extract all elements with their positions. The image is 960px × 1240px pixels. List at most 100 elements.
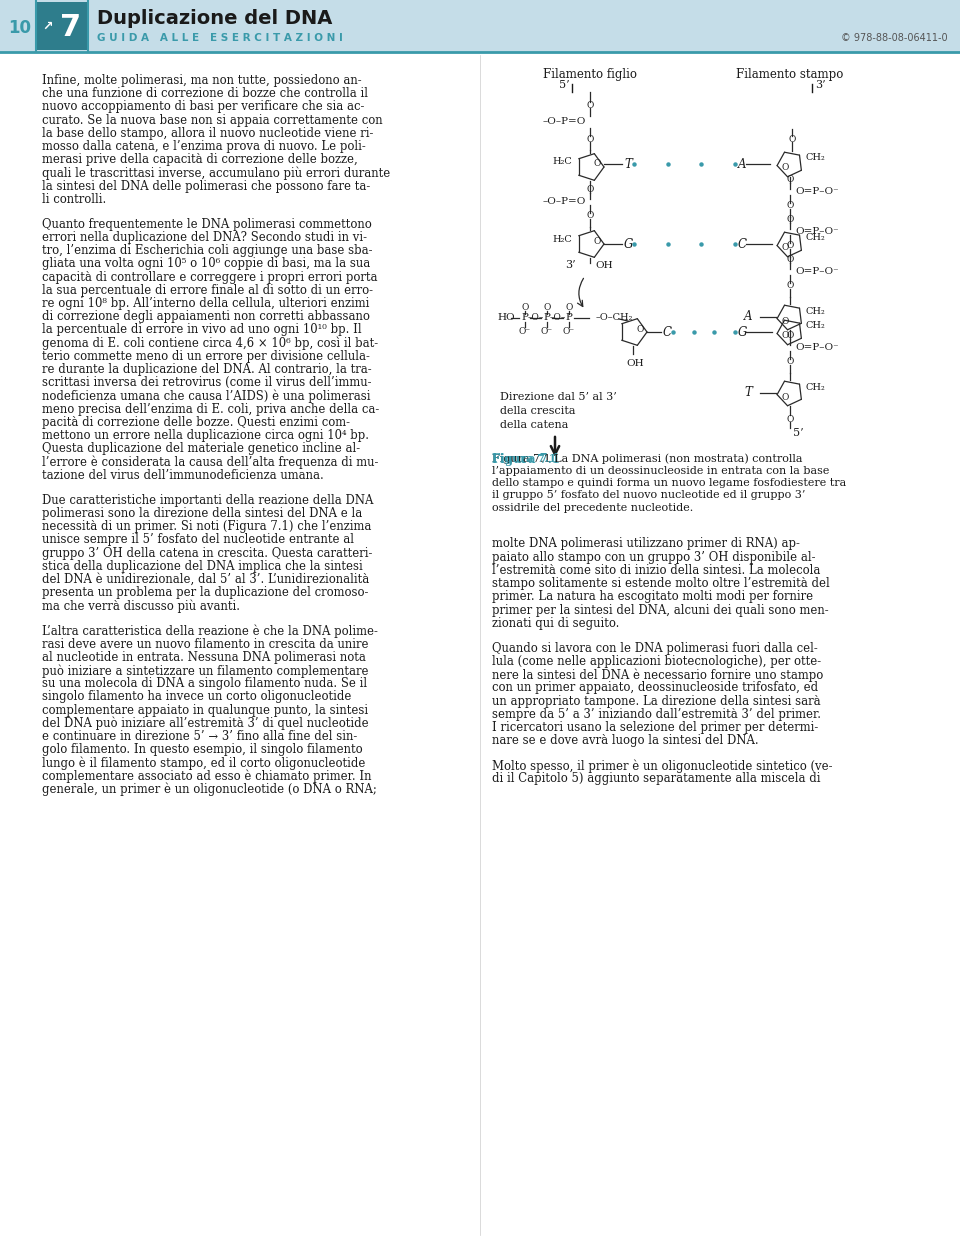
Text: Quando si lavora con le DNA polimerasi fuori dalla cel-: Quando si lavora con le DNA polimerasi f…: [492, 642, 818, 655]
Text: golo filamento. In questo esempio, il singolo filamento: golo filamento. In questo esempio, il si…: [42, 743, 363, 756]
Text: –O–: –O–: [528, 312, 544, 321]
Text: polimerasi sono la direzione della sintesi del DNA e la: polimerasi sono la direzione della sinte…: [42, 507, 362, 520]
Text: –O–P=O: –O–P=O: [542, 117, 586, 125]
Text: H₂C: H₂C: [552, 234, 572, 243]
Bar: [36, 2, 88, 50]
Text: Figura 7.1: Figura 7.1: [492, 453, 560, 466]
Text: Filamento figlio: Filamento figlio: [543, 68, 637, 81]
Text: merasi prive della capacità di correzione delle bozze,: merasi prive della capacità di correzion…: [42, 154, 358, 166]
Text: OH: OH: [626, 360, 644, 368]
Text: Molto spesso, il primer è un oligonucleotide sintetico (ve-: Molto spesso, il primer è un oligonucleo…: [492, 759, 832, 773]
Text: A: A: [743, 310, 752, 324]
Text: capacità di controllare e correggere i propri errori porta: capacità di controllare e correggere i p…: [42, 270, 377, 284]
Text: P: P: [565, 314, 572, 322]
Text: O=P–O⁻: O=P–O⁻: [795, 342, 839, 351]
Text: G U I D A   A L L E   E S E R C I T A Z I O N I: G U I D A A L L E E S E R C I T A Z I O …: [97, 33, 343, 43]
Text: al nucleotide in entrata. Nessuna DNA polimerasi nota: al nucleotide in entrata. Nessuna DNA po…: [42, 651, 366, 663]
Text: la sua percentuale di errore finale al di sotto di un erro-: la sua percentuale di errore finale al d…: [42, 284, 373, 296]
Text: primer per la sintesi del DNA, alcuni dei quali sono men-: primer per la sintesi del DNA, alcuni de…: [492, 604, 828, 616]
Text: O=P–O⁻: O=P–O⁻: [795, 186, 839, 196]
Text: O=P–O⁻: O=P–O⁻: [795, 267, 839, 275]
Text: può iniziare a sintetizzare un filamento complementare: può iniziare a sintetizzare un filamento…: [42, 665, 369, 677]
Text: nere la sintesi del DNA è necessario fornire uno stampo: nere la sintesi del DNA è necessario for…: [492, 668, 824, 682]
Text: O: O: [781, 393, 789, 402]
Text: O: O: [786, 242, 794, 250]
Text: –O–P=O: –O–P=O: [542, 196, 586, 206]
Text: Figura 7.1 La DNA polimerasi (non mostrata) controlla: Figura 7.1 La DNA polimerasi (non mostra…: [492, 453, 803, 464]
Text: O: O: [786, 255, 794, 264]
Text: 10: 10: [9, 19, 32, 37]
Text: Due caratteristiche importanti della reazione della DNA: Due caratteristiche importanti della rea…: [42, 494, 373, 507]
Text: stica della duplicazione del DNA implica che la sintesi: stica della duplicazione del DNA implica…: [42, 559, 363, 573]
Text: singolo filamento ha invece un corto oligonucleotide: singolo filamento ha invece un corto oli…: [42, 691, 351, 703]
Text: sempre da 5’ a 3’ iniziando dall’estremità 3’ del primer.: sempre da 5’ a 3’ iniziando dall’estremi…: [492, 708, 821, 720]
Text: re ogni 10⁸ bp. All’interno della cellula, ulteriori enzimi: re ogni 10⁸ bp. All’interno della cellul…: [42, 298, 370, 310]
Text: dello stampo e quindi forma un nuovo legame fosfodiestere tra: dello stampo e quindi forma un nuovo leg…: [492, 477, 847, 489]
Text: del DNA può iniziare all’estremità 3’ di quel nucleotide: del DNA può iniziare all’estremità 3’ di…: [42, 717, 369, 730]
Text: mosso dalla catena, e l’enzima prova di nuovo. Le poli-: mosso dalla catena, e l’enzima prova di …: [42, 140, 366, 153]
Text: gruppo 3’ OH della catena in crescita. Questa caratteri-: gruppo 3’ OH della catena in crescita. Q…: [42, 547, 372, 559]
Text: complementare associato ad esso è chiamato primer. In: complementare associato ad esso è chiama…: [42, 770, 372, 784]
Text: della crescita: della crescita: [500, 405, 575, 415]
Text: della catena: della catena: [500, 420, 568, 430]
Text: Infine, molte polimerasi, ma non tutte, possiedono an-: Infine, molte polimerasi, ma non tutte, …: [42, 74, 362, 87]
Text: HO: HO: [497, 314, 515, 322]
Text: O: O: [593, 160, 601, 169]
Text: tazione del virus dell’immunodeficienza umana.: tazione del virus dell’immunodeficienza …: [42, 469, 324, 481]
Text: O: O: [786, 216, 794, 224]
Text: un appropriato tampone. La direzione della sintesi sarà: un appropriato tampone. La direzione del…: [492, 694, 821, 708]
Text: O: O: [587, 186, 593, 195]
Text: © 978-88-08-06411-0: © 978-88-08-06411-0: [841, 33, 948, 43]
Text: O⁻: O⁻: [519, 327, 531, 336]
Text: la percentuale di errore in vivo ad uno ogni 10¹⁰ bp. Il: la percentuale di errore in vivo ad uno …: [42, 324, 362, 336]
Text: ma che verrà discusso più avanti.: ma che verrà discusso più avanti.: [42, 599, 240, 613]
Text: CH₂: CH₂: [806, 306, 826, 315]
Text: rasi deve avere un nuovo filamento in crescita da unire: rasi deve avere un nuovo filamento in cr…: [42, 637, 369, 651]
Text: A: A: [738, 157, 747, 170]
Text: 3’: 3’: [565, 260, 576, 270]
Text: 3’: 3’: [815, 81, 826, 91]
Text: che una funzione di correzione di bozze che controlla il: che una funzione di correzione di bozze …: [42, 87, 368, 100]
Text: O: O: [781, 331, 789, 341]
Text: ossidrile del precedente nucleotide.: ossidrile del precedente nucleotide.: [492, 503, 693, 513]
Text: zionati qui di seguito.: zionati qui di seguito.: [492, 616, 619, 630]
Text: meno precisa dell’enzima di E. coli, priva anche della ca-: meno precisa dell’enzima di E. coli, pri…: [42, 403, 379, 415]
Text: Figura 7.1: Figura 7.1: [492, 453, 557, 464]
Text: P: P: [521, 314, 528, 322]
Text: –O–CH₂: –O–CH₂: [596, 314, 634, 322]
Text: paiato allo stampo con un gruppo 3’ OH disponibile al-: paiato allo stampo con un gruppo 3’ OH d…: [492, 551, 815, 564]
Text: O⁻: O⁻: [540, 327, 553, 336]
Text: quali le trascrittasi inverse, accumulano più errori durante: quali le trascrittasi inverse, accumulan…: [42, 166, 391, 180]
Text: O: O: [781, 164, 789, 172]
Text: l’errore è considerata la causa dell’alta frequenza di mu-: l’errore è considerata la causa dell’alt…: [42, 455, 378, 469]
Text: lula (come nelle applicazioni biotecnologiche), per otte-: lula (come nelle applicazioni biotecnolo…: [492, 655, 821, 668]
Text: P: P: [543, 314, 550, 322]
Text: unisce sempre il 5’ fosfato del nucleotide entrante al: unisce sempre il 5’ fosfato del nucleoti…: [42, 533, 354, 547]
Text: O: O: [786, 331, 794, 341]
Text: CH₂: CH₂: [806, 382, 826, 392]
Text: O: O: [786, 281, 794, 290]
Text: gliata una volta ogni 10⁵ o 10⁶ coppie di basi, ma la sua: gliata una volta ogni 10⁵ o 10⁶ coppie d…: [42, 258, 371, 270]
Text: con un primer appaiato, deossinucleoside trifosfato, ed: con un primer appaiato, deossinucleoside…: [492, 682, 818, 694]
Text: di il Capitolo 5) aggiunto separatamente alla miscela di: di il Capitolo 5) aggiunto separatamente…: [492, 773, 821, 785]
Text: Quanto frequentemente le DNA polimerasi commettono: Quanto frequentemente le DNA polimerasi …: [42, 218, 372, 231]
Text: O: O: [786, 357, 794, 367]
Text: Duplicazione del DNA: Duplicazione del DNA: [97, 10, 332, 29]
Text: Direzione dal 5’ al 3’: Direzione dal 5’ al 3’: [500, 392, 616, 402]
Text: O: O: [587, 212, 593, 221]
Text: necessità di un primer. Si noti (Figura 7.1) che l’enzima: necessità di un primer. Si noti (Figura …: [42, 520, 372, 533]
Text: C: C: [663, 325, 672, 339]
Text: O: O: [543, 304, 551, 312]
Text: Questa duplicazione del materiale genetico incline al-: Questa duplicazione del materiale geneti…: [42, 443, 360, 455]
Text: l’appaiamento di un deossinucleoside in entrata con la base: l’appaiamento di un deossinucleoside in …: [492, 465, 829, 475]
Text: lungo è il filamento stampo, ed il corto oligonucleotide: lungo è il filamento stampo, ed il corto…: [42, 756, 366, 770]
Text: genoma di E. coli contiene circa 4,6 × 10⁶ bp, così il bat-: genoma di E. coli contiene circa 4,6 × 1…: [42, 337, 378, 350]
Text: la base dello stampo, allora il nuovo nucleotide viene ri-: la base dello stampo, allora il nuovo nu…: [42, 126, 373, 140]
Text: e continuare in direzione 5’ → 3’ fino alla fine del sin-: e continuare in direzione 5’ → 3’ fino a…: [42, 730, 357, 743]
Text: OH: OH: [595, 262, 612, 270]
Text: O: O: [788, 134, 796, 144]
Text: I ricercatori usano la selezione del primer per determi-: I ricercatori usano la selezione del pri…: [492, 720, 818, 734]
Text: CH₂: CH₂: [806, 233, 826, 243]
Text: O: O: [786, 201, 794, 211]
Text: O: O: [565, 304, 573, 312]
